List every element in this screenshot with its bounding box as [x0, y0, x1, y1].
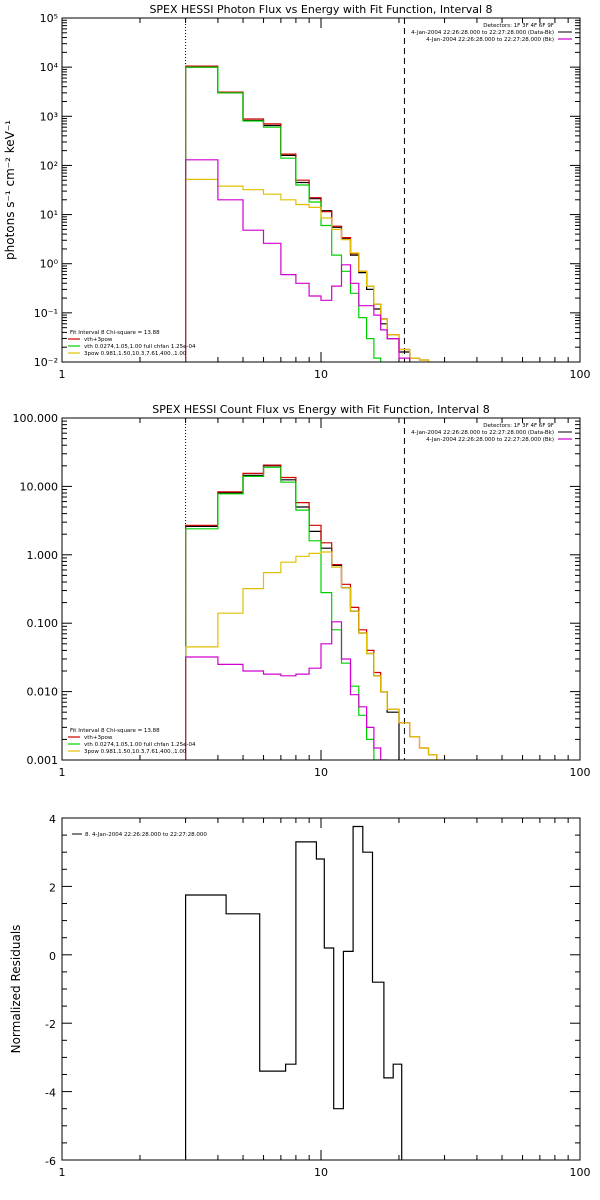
y-axis-label: Normalized Residuals: [9, 925, 23, 1054]
y-tick-label: -6: [45, 1155, 56, 1168]
y-tick-label: 0.100: [27, 617, 59, 630]
series-8-4-jan-2004-22-26-28-000-to-22-27-28-000: [185, 825, 403, 1160]
series-3pow: [185, 178, 430, 362]
x-tick-label: 100: [570, 1166, 591, 1179]
fit-legend-item: vth+3pow: [84, 337, 113, 343]
series-vth: [185, 466, 382, 760]
x-tick-label: 1: [59, 766, 66, 779]
fit-legend-item: vth 0.0274,1.05,1.00 full chfan 1.25e-04: [84, 742, 196, 748]
plot-frame: [61, 817, 581, 1161]
y-tick-label: 2: [49, 881, 56, 894]
series-group: [185, 464, 438, 760]
y-tick-label: 4: [49, 813, 56, 826]
series-data: [185, 66, 411, 362]
header-line: 4-Jan-2004 22:26:28.000 to 22:27:28.000 …: [426, 437, 554, 443]
chart-1: SPEX HESSI Photon Flux vs Energy with Fi…: [3, 3, 591, 381]
fit-legend-item: 3pow 0.981,1.50,10.3,7.61,400.,1.00: [84, 749, 187, 755]
chart-2: SPEX HESSI Count Flux vs Energy with Fit…: [13, 403, 591, 779]
x-tick-label: 100: [570, 368, 591, 381]
x-tick-label: 10: [314, 1166, 328, 1179]
fit-legend-item: 3pow 0.981,1.50,10.3,7.61,400.,1.00: [84, 351, 187, 357]
y-tick-label: 10²: [40, 159, 58, 172]
y-tick-label: 10⁵: [40, 12, 58, 25]
header-line: 4-Jan-2004 22:26:28.000 to 22:27:28.000 …: [411, 30, 554, 36]
fit-legend-title: Fit Interval 8 Chi-square = 13.88: [70, 330, 160, 336]
y-tick-label: 0.001: [27, 754, 59, 767]
header-line: 4-Jan-2004 22:26:28.000 to 22:27:28.000 …: [411, 430, 554, 436]
y-axis-label: photons s⁻¹ cm⁻² keV⁻¹: [3, 120, 17, 260]
y-tick-label: 0.010: [27, 686, 59, 699]
chart-title: SPEX HESSI Count Flux vs Energy with Fit…: [152, 403, 489, 416]
y-tick-label: 10⁰: [40, 258, 59, 271]
series-3pow: [185, 551, 438, 760]
y-tick-label: 1.000: [27, 549, 59, 562]
series-group: [185, 65, 430, 362]
y-tick-label: 100.000: [13, 412, 59, 425]
header-line: Detectors: 1F 3F 4F 6F 9F: [483, 23, 554, 29]
plot-frame: [61, 417, 581, 761]
series-background: [185, 159, 411, 362]
series-group: [185, 825, 403, 1160]
y-tick-label: 10.000: [20, 480, 59, 493]
series-background: [185, 621, 388, 760]
chart-title: SPEX HESSI Photon Flux vs Energy with Fi…: [149, 3, 492, 16]
y-tick-label: 10³: [40, 110, 58, 123]
header-line: 4-Jan-2004 22:26:28.000 to 22:27:28.000 …: [426, 37, 554, 43]
residual-legend: 8. 4-Jan-2004 22:26:28.000 to 22:27:28.0…: [85, 832, 207, 838]
fit-legend-title: Fit Interval 8 Chi-square = 13.88: [70, 728, 160, 734]
fit-legend-item: vth+3pow: [84, 735, 113, 741]
y-tick-label: 10⁻¹: [34, 307, 58, 320]
y-tick-label: 10⁻²: [34, 356, 58, 369]
header-line: Detectors: 1F 3F 4F 6F 9F: [483, 423, 554, 429]
series-vth: [185, 66, 382, 362]
fit-legend-item: vth 0.0274,1.05,1.00 full chfan 1.25e-04: [84, 344, 196, 350]
y-tick-label: 0: [49, 950, 56, 963]
x-tick-label: 100: [570, 766, 591, 779]
y-tick-label: -4: [45, 1087, 56, 1100]
x-tick-label: 1: [59, 1166, 66, 1179]
y-tick-label: -2: [45, 1018, 56, 1031]
plot-frame: [61, 17, 581, 363]
x-tick-label: 10: [314, 368, 328, 381]
series-vth-3pow: [185, 65, 430, 362]
y-tick-label: 10⁴: [40, 61, 59, 74]
chart-3: 1 10 100 -6 -4 -2 0 2 4 Normalized Residuals 8. 4-…: [9, 813, 591, 1179]
x-tick-label: 1: [59, 368, 66, 381]
x-tick-label: 10: [314, 766, 328, 779]
y-tick-label: 10¹: [40, 209, 58, 222]
